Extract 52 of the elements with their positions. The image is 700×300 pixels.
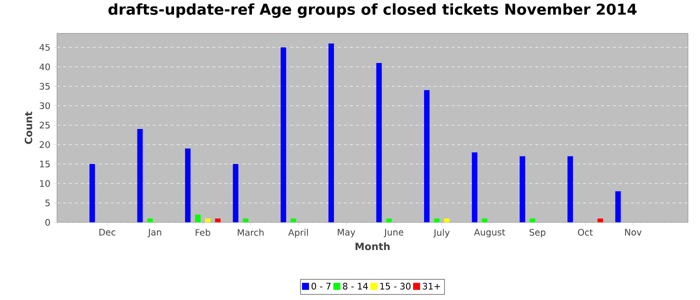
- y-tick-label: 10: [40, 180, 50, 187]
- y-tick-label: 0: [45, 218, 50, 226]
- y-tick-label: 40: [40, 63, 50, 70]
- x-tick-label: Dec: [99, 228, 116, 236]
- bar: [290, 218, 296, 222]
- chart-title: drafts-update-ref Age groups of closed tickets November 2014: [108, 3, 637, 18]
- x-tick-label: Oct: [578, 228, 593, 236]
- y-tick-label: 20: [40, 141, 50, 148]
- legend-label: 8 - 14: [342, 282, 368, 290]
- legend-label: 15 - 30: [380, 282, 411, 290]
- x-tick-label: August: [474, 228, 506, 238]
- bar: [597, 218, 603, 222]
- bar: [434, 218, 440, 222]
- bar: [232, 164, 238, 222]
- y-tick-label: 35: [40, 82, 50, 90]
- bar: [376, 62, 382, 222]
- bar: [242, 218, 248, 222]
- y-tick-label: 15: [40, 160, 50, 168]
- x-tick-label: May: [338, 228, 356, 238]
- bar: [520, 156, 526, 222]
- bar: [472, 152, 478, 222]
- bar: [444, 218, 450, 222]
- legend-label: 31+: [422, 282, 440, 290]
- x-tick-label: Sep: [530, 228, 546, 238]
- x-tick-label: Jan: [148, 228, 162, 238]
- bar: [89, 164, 95, 222]
- y-tick-label: 30: [40, 102, 50, 109]
- x-axis-title: Month: [356, 242, 390, 250]
- bar: [137, 128, 143, 222]
- y-axis-title: Count: [24, 111, 32, 144]
- x-tick-label: July: [433, 228, 450, 238]
- bar: [424, 90, 430, 222]
- bar: [185, 148, 191, 222]
- x-tick-label: Nov: [625, 228, 642, 236]
- bar: [195, 214, 201, 222]
- bar: [482, 218, 488, 222]
- x-tick-label: June: [384, 228, 404, 238]
- bar: [205, 218, 211, 222]
- legend-label: 0 - 7: [312, 282, 331, 290]
- bar: [328, 43, 334, 222]
- y-tick-label: 45: [40, 44, 50, 51]
- bar: [147, 218, 153, 222]
- x-tick-label: Feb: [196, 228, 210, 236]
- y-tick-label: 5: [45, 199, 50, 206]
- bar: [215, 218, 221, 222]
- x-tick-label: March: [238, 228, 264, 236]
- y-tick-label: 25: [40, 122, 50, 128]
- x-tick-label: April: [288, 228, 308, 238]
- bar: [530, 218, 536, 222]
- bar: [280, 47, 286, 222]
- bar: [567, 156, 573, 222]
- bar: [386, 218, 392, 222]
